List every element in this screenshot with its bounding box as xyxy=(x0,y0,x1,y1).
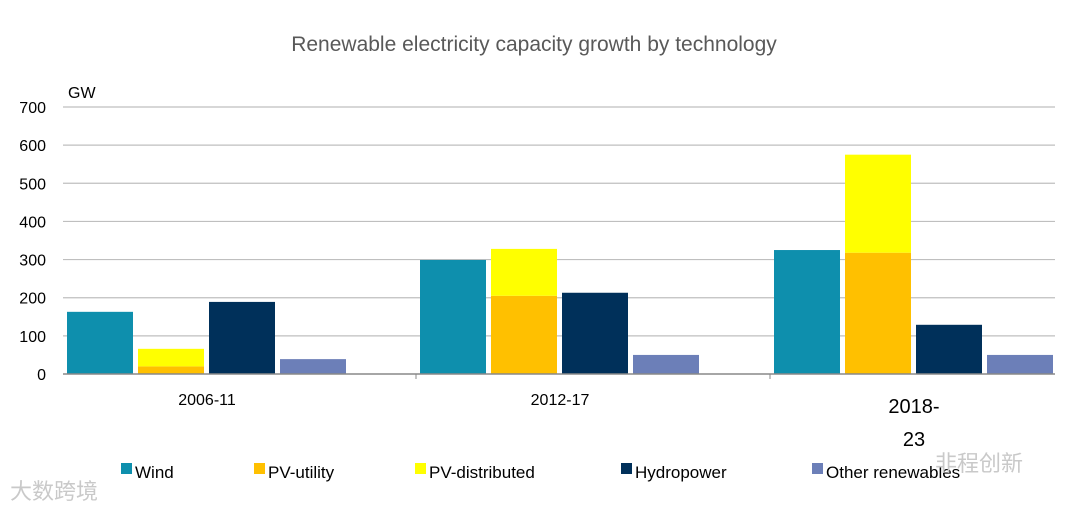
bar-pv-distributed xyxy=(491,248,557,296)
bar-pv-utility xyxy=(845,252,911,374)
legend-swatch xyxy=(254,463,265,474)
x-tick-label: 2006-11 xyxy=(178,392,236,409)
bar-pv-utility xyxy=(138,366,204,374)
bar-hydropower xyxy=(209,301,275,374)
legend-swatch xyxy=(121,463,132,474)
y-tick-label: 500 xyxy=(19,176,46,193)
y-tick-label: 600 xyxy=(19,138,46,155)
watermark-right: 非程创新 xyxy=(935,452,1024,477)
bar-wind xyxy=(774,250,840,374)
legend-label: Other renewables xyxy=(826,463,960,482)
bar-wind xyxy=(420,259,486,374)
legend-label: Hydropower xyxy=(635,463,727,482)
y-tick-label: 0 xyxy=(37,367,46,384)
legend-label: PV-utility xyxy=(268,463,335,482)
y-axis-label: GW xyxy=(68,85,96,102)
bar-other-renewables xyxy=(987,354,1053,374)
x-tick-label: 23 xyxy=(903,429,925,451)
y-tick-label: 400 xyxy=(19,214,46,231)
chart-title: Renewable electricity capacity growth by… xyxy=(291,33,777,56)
y-tick-label: 700 xyxy=(19,100,46,117)
legend-swatch xyxy=(812,463,823,474)
y-tick-label: 300 xyxy=(19,253,46,270)
legend-swatch xyxy=(621,463,632,474)
bar-hydropower xyxy=(916,324,982,374)
bar-pv-utility xyxy=(491,295,557,374)
legend-swatch xyxy=(415,463,426,474)
bar-wind xyxy=(67,311,133,374)
bar-other-renewables xyxy=(633,354,699,374)
legend-label: PV-distributed xyxy=(429,463,535,482)
bar-other-renewables xyxy=(280,359,346,374)
legend-label: Wind xyxy=(135,463,174,482)
bar-pv-distributed xyxy=(845,154,911,253)
y-tick-label: 100 xyxy=(19,329,46,346)
x-tick-label: 2012-17 xyxy=(531,392,590,409)
x-tick-label: 2018- xyxy=(888,396,939,418)
y-tick-label: 200 xyxy=(19,291,46,308)
bar-hydropower xyxy=(562,292,628,374)
watermark-left: 大数跨境 xyxy=(10,480,99,505)
bar-pv-distributed xyxy=(138,348,204,367)
